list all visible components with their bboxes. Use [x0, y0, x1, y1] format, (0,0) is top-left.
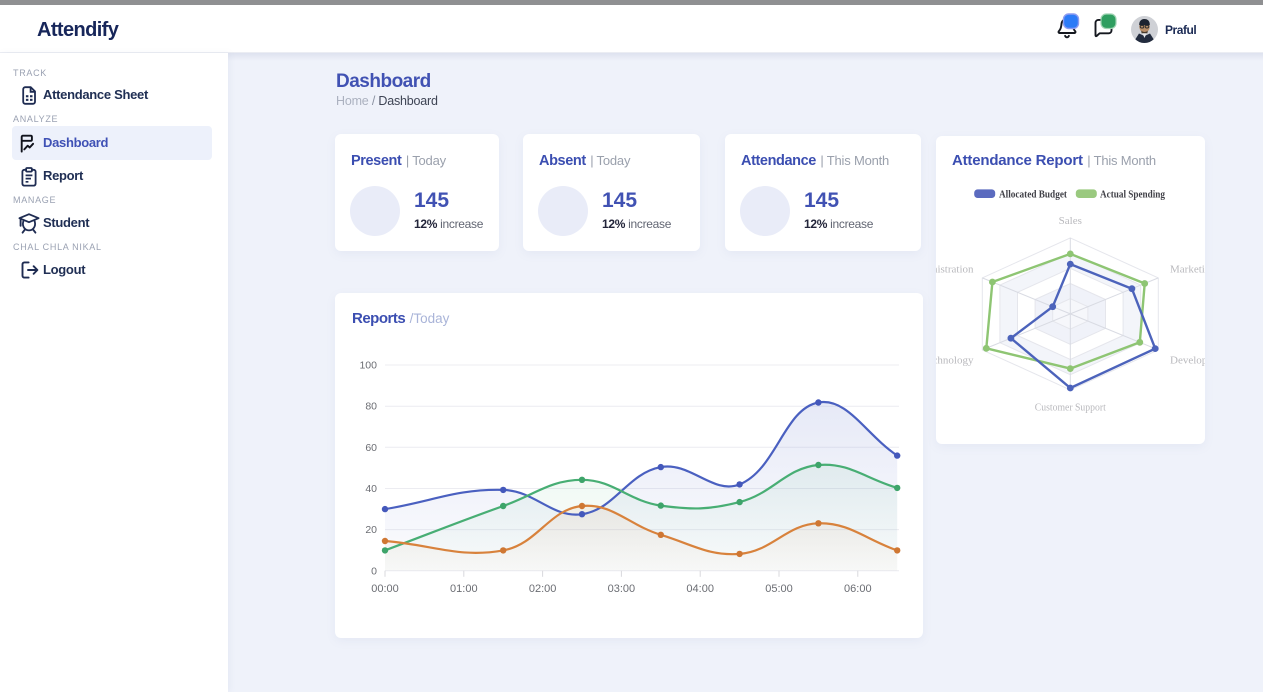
svg-text:06:00: 06:00 [844, 583, 872, 595]
svg-text:Information Technology: Information Technology [936, 355, 974, 367]
svg-text:Customer Support: Customer Support [1035, 402, 1106, 414]
svg-text:Allocated Budget: Allocated Budget [999, 190, 1067, 201]
svg-text:Sales: Sales [1059, 215, 1082, 227]
svg-text:03:00: 03:00 [608, 583, 636, 595]
svg-text:Actual Spending: Actual Spending [1100, 190, 1166, 201]
svg-text:04:00: 04:00 [686, 583, 714, 595]
svg-text:Administration: Administration [936, 264, 974, 276]
svg-text:Marketing: Marketing [1170, 264, 1205, 276]
svg-text:Development: Development [1170, 355, 1205, 367]
svg-text:02:00: 02:00 [529, 583, 557, 595]
svg-text:00:00: 00:00 [371, 583, 399, 595]
svg-text:40: 40 [365, 483, 377, 495]
svg-text:01:00: 01:00 [450, 583, 478, 595]
svg-text:0: 0 [371, 565, 377, 577]
svg-text:100: 100 [359, 360, 377, 372]
svg-text:80: 80 [365, 401, 377, 413]
svg-text:60: 60 [365, 442, 377, 454]
svg-text:20: 20 [365, 524, 377, 536]
svg-text:05:00: 05:00 [765, 583, 793, 595]
